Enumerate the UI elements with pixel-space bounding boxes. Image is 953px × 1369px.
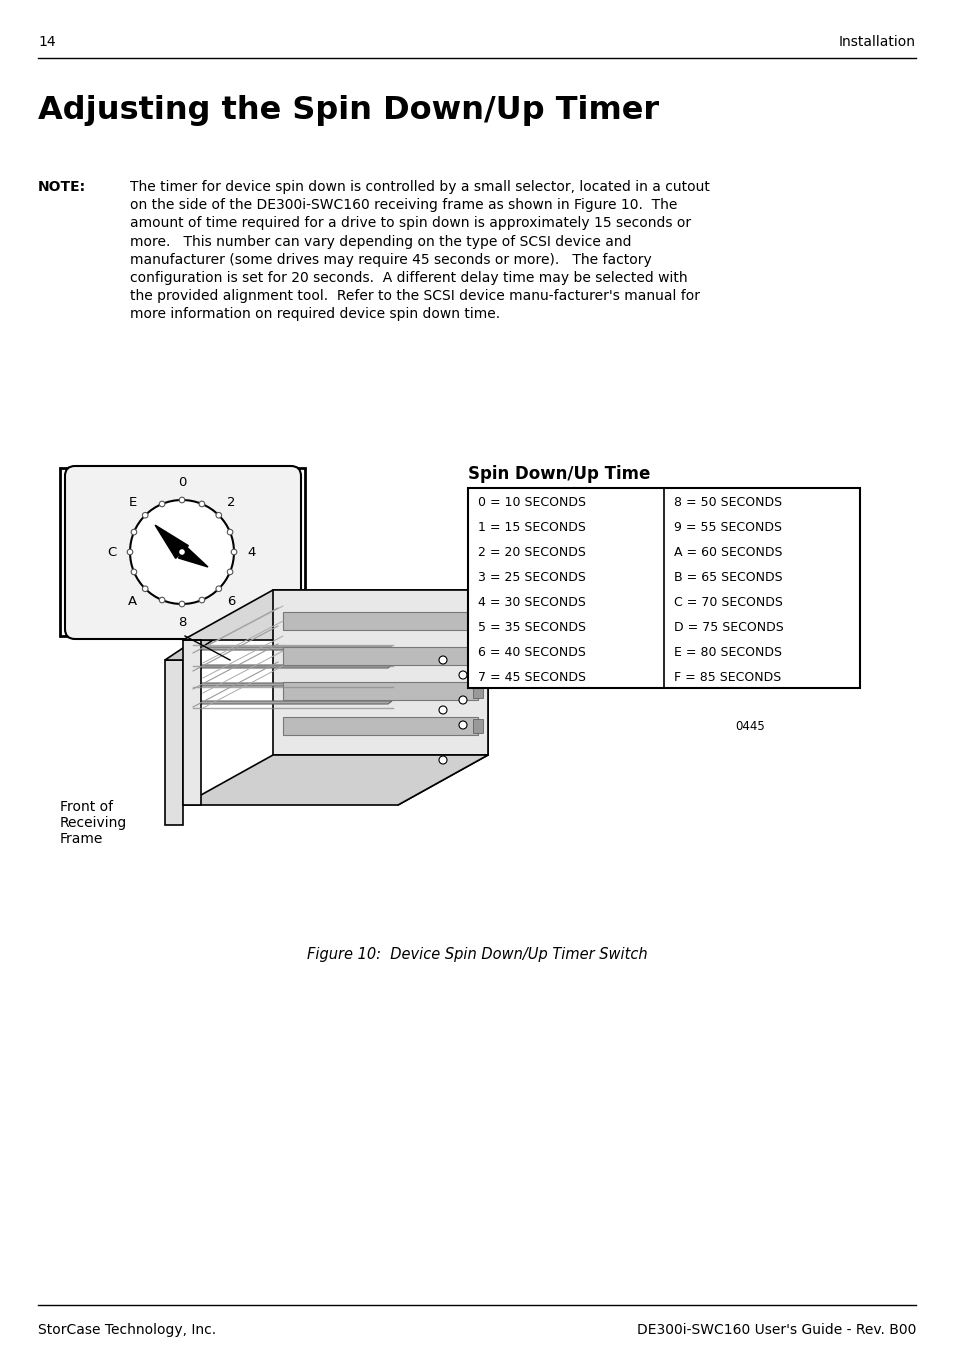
- Text: 3 = 25 SECONDS: 3 = 25 SECONDS: [477, 571, 585, 585]
- Text: B = 65 SECONDS: B = 65 SECONDS: [673, 571, 781, 585]
- Text: the provided alignment tool.  Refer to the SCSI device manu-facturer's manual fo: the provided alignment tool. Refer to th…: [130, 289, 700, 303]
- Circle shape: [131, 530, 136, 535]
- Text: Figure 10:  Device Spin Down/Up Timer Switch: Figure 10: Device Spin Down/Up Timer Swi…: [306, 947, 647, 962]
- Text: 5 = 35 SECONDS: 5 = 35 SECONDS: [477, 622, 585, 634]
- Bar: [468, 487, 859, 689]
- Text: D = 75 SECONDS: D = 75 SECONDS: [673, 622, 783, 634]
- Polygon shape: [165, 639, 213, 660]
- Text: A: A: [128, 596, 137, 608]
- Text: 8 = 50 SECONDS: 8 = 50 SECONDS: [673, 496, 781, 509]
- Polygon shape: [198, 683, 392, 686]
- Bar: [283, 682, 477, 700]
- Text: Spin Down/Up Time: Spin Down/Up Time: [468, 465, 650, 483]
- Text: C: C: [108, 545, 116, 559]
- Circle shape: [227, 570, 233, 575]
- Polygon shape: [198, 701, 392, 704]
- Circle shape: [215, 586, 221, 591]
- Circle shape: [231, 549, 236, 554]
- Circle shape: [178, 549, 185, 556]
- Circle shape: [130, 500, 233, 604]
- Text: configuration is set for 20 seconds.  A different delay time may be selected wit: configuration is set for 20 seconds. A d…: [130, 271, 687, 285]
- Text: 2: 2: [227, 496, 235, 509]
- Text: DE300i-SWC160 User's Guide - Rev. B00: DE300i-SWC160 User's Guide - Rev. B00: [636, 1322, 915, 1338]
- Text: 14: 14: [38, 36, 55, 49]
- Bar: [283, 717, 477, 735]
- Text: A = 60 SECONDS: A = 60 SECONDS: [673, 546, 781, 559]
- Circle shape: [179, 497, 185, 502]
- Circle shape: [438, 706, 447, 715]
- Text: 6 = 40 SECONDS: 6 = 40 SECONDS: [477, 646, 585, 658]
- Text: Adjusting the Spin Down/Up Timer: Adjusting the Spin Down/Up Timer: [38, 94, 659, 126]
- Polygon shape: [198, 665, 392, 668]
- Bar: [60, 468, 305, 637]
- Text: The timer for device spin down is controlled by a small selector, located in a c: The timer for device spin down is contro…: [130, 179, 709, 194]
- Text: 4 = 30 SECONDS: 4 = 30 SECONDS: [477, 596, 585, 609]
- Bar: [473, 649, 482, 663]
- Circle shape: [179, 601, 185, 606]
- Bar: [165, 660, 183, 826]
- Circle shape: [199, 501, 205, 507]
- Text: 9 = 55 SECONDS: 9 = 55 SECONDS: [673, 522, 781, 534]
- Text: more.   This number can vary depending on the type of SCSI device and: more. This number can vary depending on …: [130, 234, 631, 249]
- Text: 6: 6: [227, 596, 235, 608]
- Polygon shape: [183, 590, 488, 639]
- Circle shape: [159, 597, 165, 602]
- Text: F = 85 SECONDS: F = 85 SECONDS: [673, 671, 781, 684]
- Text: 2 = 20 SECONDS: 2 = 20 SECONDS: [477, 546, 585, 559]
- Circle shape: [159, 501, 165, 507]
- Text: E = 80 SECONDS: E = 80 SECONDS: [673, 646, 781, 658]
- Text: manufacturer (some drives may require 45 seconds or more).   The factory: manufacturer (some drives may require 45…: [130, 253, 651, 267]
- Text: amount of time required for a drive to spin down is approximately 15 seconds or: amount of time required for a drive to s…: [130, 216, 690, 230]
- Circle shape: [131, 570, 136, 575]
- Text: more information on required device spin down time.: more information on required device spin…: [130, 308, 499, 322]
- Bar: [283, 648, 477, 665]
- Circle shape: [199, 597, 205, 602]
- Text: Installation: Installation: [838, 36, 915, 49]
- Circle shape: [127, 549, 132, 554]
- Text: StorCase Technology, Inc.: StorCase Technology, Inc.: [38, 1322, 216, 1338]
- Text: 0 = 10 SECONDS: 0 = 10 SECONDS: [477, 496, 585, 509]
- Text: 0: 0: [177, 475, 186, 489]
- Bar: [473, 684, 482, 698]
- Text: Front of
Receiving
Frame: Front of Receiving Frame: [60, 799, 127, 846]
- Text: E: E: [129, 496, 136, 509]
- FancyBboxPatch shape: [65, 465, 301, 639]
- Polygon shape: [397, 590, 488, 805]
- Bar: [283, 612, 477, 630]
- Circle shape: [142, 512, 148, 517]
- Text: 4: 4: [248, 545, 256, 559]
- Bar: [473, 615, 482, 628]
- Circle shape: [458, 721, 467, 730]
- Circle shape: [458, 671, 467, 679]
- Circle shape: [142, 586, 148, 591]
- Polygon shape: [178, 546, 208, 567]
- Polygon shape: [273, 590, 488, 754]
- Text: C = 70 SECONDS: C = 70 SECONDS: [673, 596, 782, 609]
- Polygon shape: [198, 648, 392, 650]
- Text: 8: 8: [177, 616, 186, 628]
- Circle shape: [458, 695, 467, 704]
- Text: 7 = 45 SECONDS: 7 = 45 SECONDS: [477, 671, 585, 684]
- Bar: [473, 719, 482, 732]
- Circle shape: [215, 512, 221, 517]
- Polygon shape: [155, 526, 188, 559]
- Polygon shape: [183, 639, 201, 805]
- Circle shape: [438, 756, 447, 764]
- Text: 1 = 15 SECONDS: 1 = 15 SECONDS: [477, 522, 585, 534]
- Polygon shape: [183, 754, 488, 805]
- Text: 0445: 0445: [734, 720, 764, 732]
- Circle shape: [438, 656, 447, 664]
- Text: on the side of the DE300i-SWC160 receiving frame as shown in Figure 10.  The: on the side of the DE300i-SWC160 receivi…: [130, 199, 677, 212]
- Circle shape: [227, 530, 233, 535]
- Text: NOTE:: NOTE:: [38, 179, 86, 194]
